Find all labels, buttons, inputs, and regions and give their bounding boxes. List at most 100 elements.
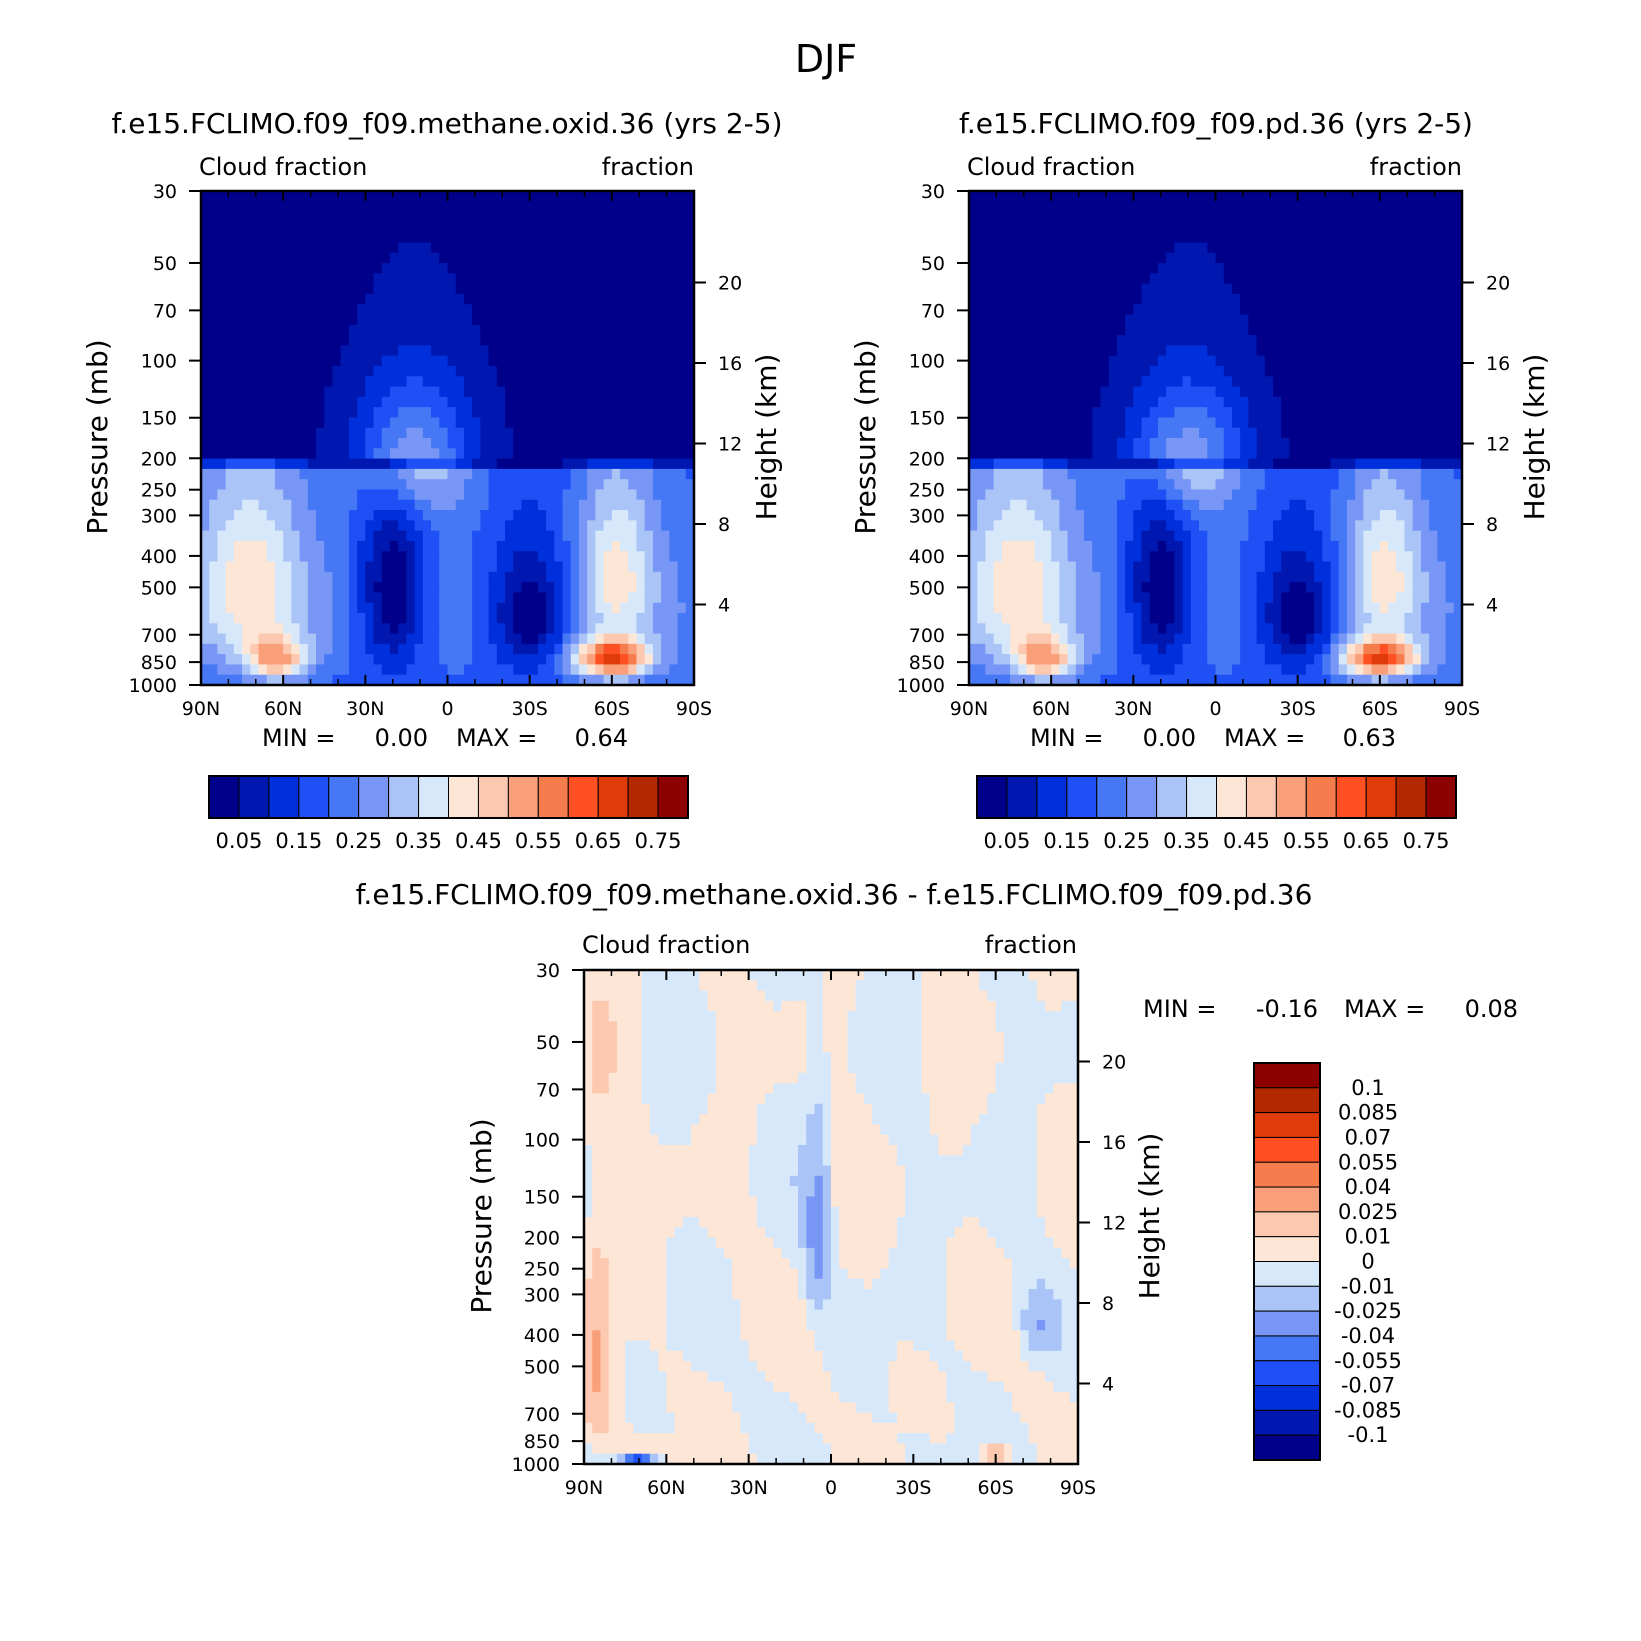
field-cell [513,458,523,470]
field-cell [1133,201,1143,213]
field-cell [1001,335,1011,346]
field-cell [505,561,514,573]
field-cell [201,499,210,511]
field-cell [669,263,679,274]
field-cell [463,427,473,439]
field-cell [652,468,662,480]
field-cell [414,448,424,460]
field-cell [398,602,408,614]
field-cell [652,221,662,233]
field-cell [299,376,309,388]
field-cell [1133,510,1143,521]
field-cell [1223,242,1233,254]
field-cell [505,396,514,408]
field-cell [595,520,605,532]
field-cell [1001,510,1011,521]
field-cell [299,438,309,449]
field-cell [537,530,547,542]
field-cell [1289,324,1299,336]
field-cell [669,438,679,449]
field-cell [1108,438,1118,449]
field-cell [661,551,670,563]
field-cell [348,633,358,645]
field-cell [985,571,995,583]
field-cell [406,386,416,398]
field-cell [652,345,662,357]
field-cell [1174,242,1184,254]
field-cell [299,324,309,336]
field-cell [677,242,687,254]
field-cell [258,458,268,470]
field-cell [685,458,695,470]
field-cell [1157,551,1167,563]
field-cell [537,674,547,686]
field-cell [1051,551,1060,563]
field-cell [406,448,416,460]
field-cell [669,582,679,593]
field-cell [1018,293,1028,305]
field-cell [554,458,564,470]
field-cell [628,510,638,521]
field-cell [1157,396,1167,408]
field-cell [1125,396,1134,408]
field-cell [250,468,260,480]
field-cell [1051,664,1060,676]
field-cell [1223,674,1233,686]
field-cell [283,263,292,274]
field-cell [1207,376,1217,388]
field-cell [1125,191,1134,202]
field-cell [1256,232,1266,244]
field-cell [628,232,638,244]
field-cell [357,201,366,213]
field-cell [332,499,342,511]
field-cell [233,232,243,244]
field-cell [414,335,424,346]
field-cell [389,304,399,316]
field-cell [365,468,375,480]
field-cell [587,191,596,202]
field-cell [1141,664,1151,676]
field-cell [340,551,350,563]
field-cell [1297,664,1307,676]
field-cell [669,293,679,305]
field-cell [1051,293,1060,305]
field-cell [669,355,679,367]
field-cell [406,540,416,552]
field-cell [1026,242,1036,254]
field-cell [217,345,227,357]
field-cell [332,407,342,419]
field-cell [1042,520,1052,532]
field-cell [1100,293,1110,305]
field-cell [1010,551,1019,563]
field-cell [496,571,506,583]
field-cell [554,293,564,305]
field-cell [439,376,449,388]
field-cell [398,458,408,470]
field-cell [455,407,465,419]
field-cell [447,499,457,511]
field-cell [242,263,251,274]
field-cell [1231,643,1241,655]
field-cell [406,582,416,593]
field-cell [578,396,588,408]
field-cell [1141,345,1151,357]
field-cell [496,345,506,357]
field-cell [225,664,235,676]
field-cell [389,448,399,460]
field-cell [340,252,350,264]
field-cell [1223,551,1233,563]
field-cell [1084,561,1093,573]
field-cell [472,242,481,254]
field-cell [636,510,646,521]
field-cell [1092,623,1102,635]
field-cell [496,407,506,419]
field-cell [1297,335,1307,346]
field-cell [537,551,547,563]
field-cell [1157,427,1167,439]
field-cell [993,252,1003,264]
field-cell [1075,438,1085,449]
field-cell [562,520,572,532]
field-cell [1264,273,1274,285]
field-cell [677,283,687,295]
field-cell [1190,489,1200,501]
